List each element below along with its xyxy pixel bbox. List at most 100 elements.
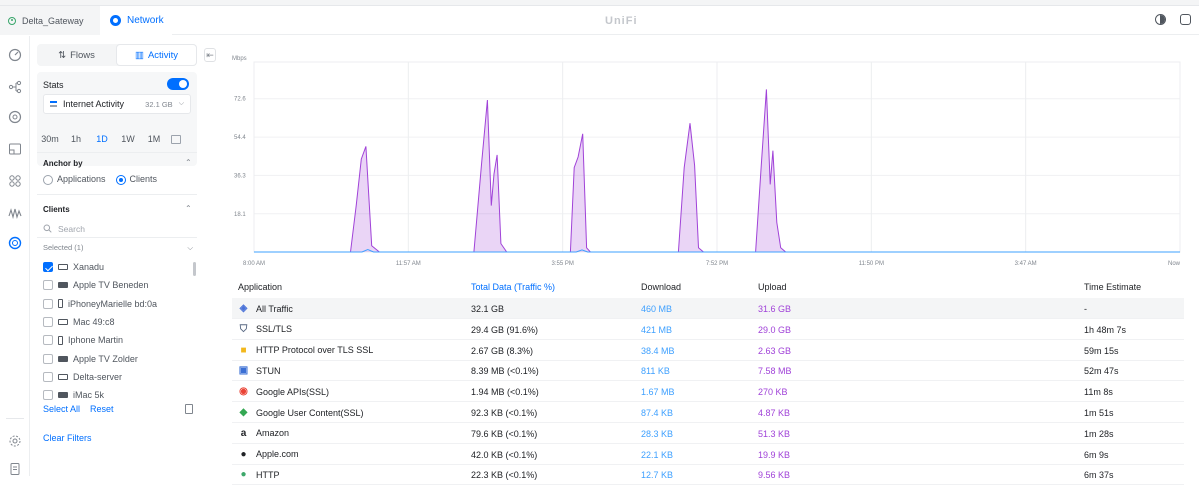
brand-logo: UniFi <box>605 15 638 27</box>
client-actions: Select All Reset <box>43 404 193 414</box>
col-upload[interactable]: Upload <box>758 282 787 292</box>
table-row[interactable]: ● HTTP 22.3 KB (<0.1%) 12.7 KB 9.56 KB 6m 37s <box>232 464 1184 485</box>
window-top-strip <box>0 0 1199 6</box>
calendar-icon[interactable] <box>171 134 181 144</box>
docs-icon[interactable] <box>8 462 22 476</box>
total-data: 32.1 GB <box>471 304 505 314</box>
selected-count[interactable]: Selected (1) ⌵ <box>43 243 193 253</box>
x-tick-label: Now <box>1168 261 1181 267</box>
col-application[interactable]: Application <box>238 282 283 292</box>
circle-icon[interactable] <box>8 236 22 250</box>
client-item[interactable]: iMac 5k <box>43 386 104 400</box>
time-range-selector: 30m 1h 1D 1W 1M <box>37 130 197 148</box>
clear-filters-button[interactable]: Clear Filters <box>43 433 92 443</box>
table-row[interactable]: ◆ Google User Content(SSL) 92.3 KB (<0.1%)… <box>232 402 1184 423</box>
activity-select[interactable]: Internet Activity 32.1 GB ⌵ <box>43 94 191 114</box>
theme-toggle-icon[interactable] <box>1155 14 1166 25</box>
table-row[interactable]: ◈ All Traffic 32.1 GB 460 MB 31.6 GB - <box>232 298 1184 319</box>
client-item[interactable]: iPhoneyMarielle bd:0a <box>43 295 157 313</box>
traffic-icon[interactable] <box>8 206 22 220</box>
y-tick-label: 36.3 <box>234 173 246 179</box>
client-name: Apple TV Zolder <box>73 353 138 364</box>
client-checkbox[interactable] <box>43 280 53 291</box>
table-row[interactable]: ◉ Google APIs(SSL) 1.94 MB (<0.1%) 1.67 MB 2… <box>232 381 1184 403</box>
upload-value: 19.9 KB <box>758 449 791 460</box>
range-1m[interactable]: 1M <box>147 134 161 144</box>
client-checkbox[interactable] <box>43 298 53 309</box>
chevron-up-icon[interactable]: ⌃ <box>185 204 192 213</box>
radio-clients[interactable] <box>115 174 126 185</box>
client-item[interactable]: Apple TV Zolder <box>43 350 138 368</box>
client-item[interactable]: Delta-server <box>43 368 122 386</box>
client-checkbox[interactable] <box>43 371 53 382</box>
table-row[interactable]: ▣ STUN 8.39 MB (<0.1%) 811 KB 7.58 MB 52m 47s <box>232 360 1184 382</box>
col-time-estimate[interactable]: Time Estimate <box>1084 282 1142 292</box>
insights-icon[interactable] <box>8 142 22 156</box>
range-30m[interactable]: 30m <box>41 134 59 144</box>
divider <box>37 152 197 153</box>
tab-activity-label: Activity <box>147 49 179 61</box>
y-axis-label: Mbps <box>232 56 247 62</box>
settings-icon[interactable] <box>8 434 22 448</box>
view-switcher: ⇅ Flows ▥ Activity <box>37 44 197 66</box>
anchor-clients[interactable]: Clients <box>115 174 157 185</box>
network-icon <box>110 15 121 26</box>
client-item[interactable]: Xanadu <box>43 258 104 276</box>
table-row[interactable]: ● Apple.com 42.0 KB (<0.1%) 22.1 KB 19.9 KB 6… <box>232 444 1184 465</box>
tab-gateway[interactable]: Delta_Gateway <box>0 6 100 35</box>
anchor-applications[interactable]: Applications <box>43 174 106 185</box>
monitor-icon <box>58 392 68 399</box>
time-estimate: 6m 37s <box>1084 470 1114 481</box>
client-item[interactable]: Iphone Martin <box>43 331 123 349</box>
range-1d[interactable]: 1D <box>96 134 108 144</box>
table-row[interactable]: ⛉ SSL/TLS 29.4 GB (91.6%) 421 MB 29.0 GB 1h 4… <box>232 319 1184 340</box>
client-item[interactable]: Mac 49:c8 <box>43 313 115 331</box>
download-value: 811 KB <box>641 366 670 377</box>
chevron-up-icon[interactable]: ⌃ <box>185 158 192 167</box>
lock-icon: ■ <box>240 344 247 356</box>
google-content-icon: ◆ <box>239 407 248 418</box>
radio-applications[interactable] <box>43 174 53 185</box>
reset-button[interactable]: Reset <box>90 404 114 414</box>
client-list-scrollbar[interactable] <box>193 262 196 276</box>
app-name: HTTP <box>256 469 280 480</box>
x-tick-label: 11:57 AM <box>396 261 421 267</box>
upload-value: 29.0 GB <box>758 324 792 335</box>
col-download[interactable]: Download <box>641 282 682 292</box>
client-list: Xanadu Apple TV Beneden iPhoneyMarielle bd… <box>37 258 197 400</box>
client-checkbox[interactable] <box>43 262 53 272</box>
client-name: Delta-server <box>73 371 123 382</box>
profile-icon[interactable] <box>1180 14 1191 25</box>
upload-value: 51.3 KB <box>758 428 791 439</box>
select-all-button[interactable]: Select All <box>43 404 81 414</box>
stats-toggle[interactable] <box>167 78 189 90</box>
upload-value: 31.6 GB <box>758 304 792 314</box>
client-checkbox[interactable] <box>43 390 53 400</box>
tab-network[interactable]: Network <box>100 6 172 35</box>
app-cell: ◉ Google APIs(SSL) <box>238 386 329 397</box>
topology-icon[interactable] <box>8 80 22 94</box>
table-row[interactable]: ■ HTTP Protocol over TLS SSL 2.67 GB (8.3%… <box>232 340 1184 361</box>
top-bar: Delta_Gateway Network UniFi <box>0 6 1199 35</box>
client-search[interactable]: Search <box>37 220 197 238</box>
client-checkbox[interactable] <box>43 335 53 346</box>
table-row[interactable]: a Amazon 79.6 KB (<0.1%) 28.3 KB 51.3 KB 1m 2… <box>232 423 1184 444</box>
range-1w[interactable]: 1W <box>121 134 135 144</box>
tab-activity[interactable]: ▥ Activity <box>117 45 196 65</box>
col-total-data[interactable]: Total Data (Traffic %) <box>471 282 556 292</box>
devices-icon[interactable] <box>8 110 22 124</box>
tab-network-label: Network <box>127 15 164 26</box>
client-name: iMac 5k <box>73 390 105 400</box>
client-checkbox[interactable] <box>43 353 53 364</box>
collapse-panel-button[interactable]: ⇤ <box>204 48 216 62</box>
dashboard-icon[interactable] <box>8 48 22 62</box>
client-item[interactable]: Apple TV Beneden <box>43 276 148 294</box>
export-icon[interactable] <box>185 404 193 414</box>
search-input[interactable]: Search <box>58 223 85 234</box>
app-cell: ■ HTTP Protocol over TLS SSL <box>238 345 373 356</box>
tab-flows[interactable]: ⇅ Flows <box>37 44 116 66</box>
client-checkbox[interactable] <box>43 316 53 327</box>
range-1h[interactable]: 1h <box>70 134 81 144</box>
download-value: 421 MB <box>641 324 673 335</box>
clients-icon[interactable] <box>8 174 22 188</box>
